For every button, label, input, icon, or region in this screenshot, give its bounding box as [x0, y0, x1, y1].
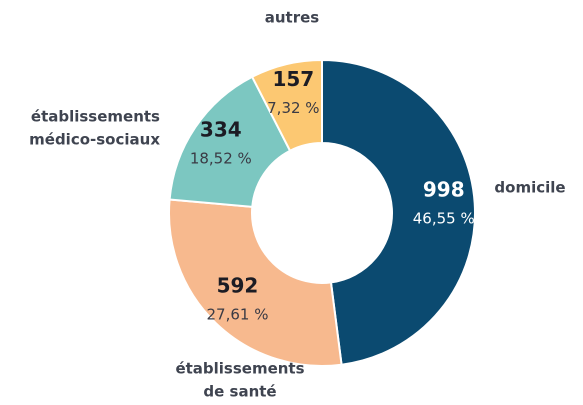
share-label: 27,61 % — [206, 305, 268, 323]
category-label: domicile — [494, 179, 565, 197]
donut-segment — [321, 58, 476, 366]
category-label: établissements — [175, 360, 304, 378]
share-label: 18,52 % — [190, 149, 252, 167]
value-label: 157 — [272, 67, 314, 91]
category-label: médico-sociaux — [29, 131, 160, 149]
share-label: 46,55 % — [413, 210, 475, 228]
value-label: 592 — [217, 273, 259, 297]
donut-segment — [168, 198, 343, 367]
category-label: autres — [265, 9, 320, 27]
donut-segment — [250, 58, 323, 153]
category-label: établissements — [31, 108, 160, 126]
value-label: 998 — [423, 178, 465, 202]
share-label: 7,32 % — [267, 99, 319, 117]
value-label: 334 — [200, 117, 242, 141]
category-label: de santé — [203, 383, 276, 401]
